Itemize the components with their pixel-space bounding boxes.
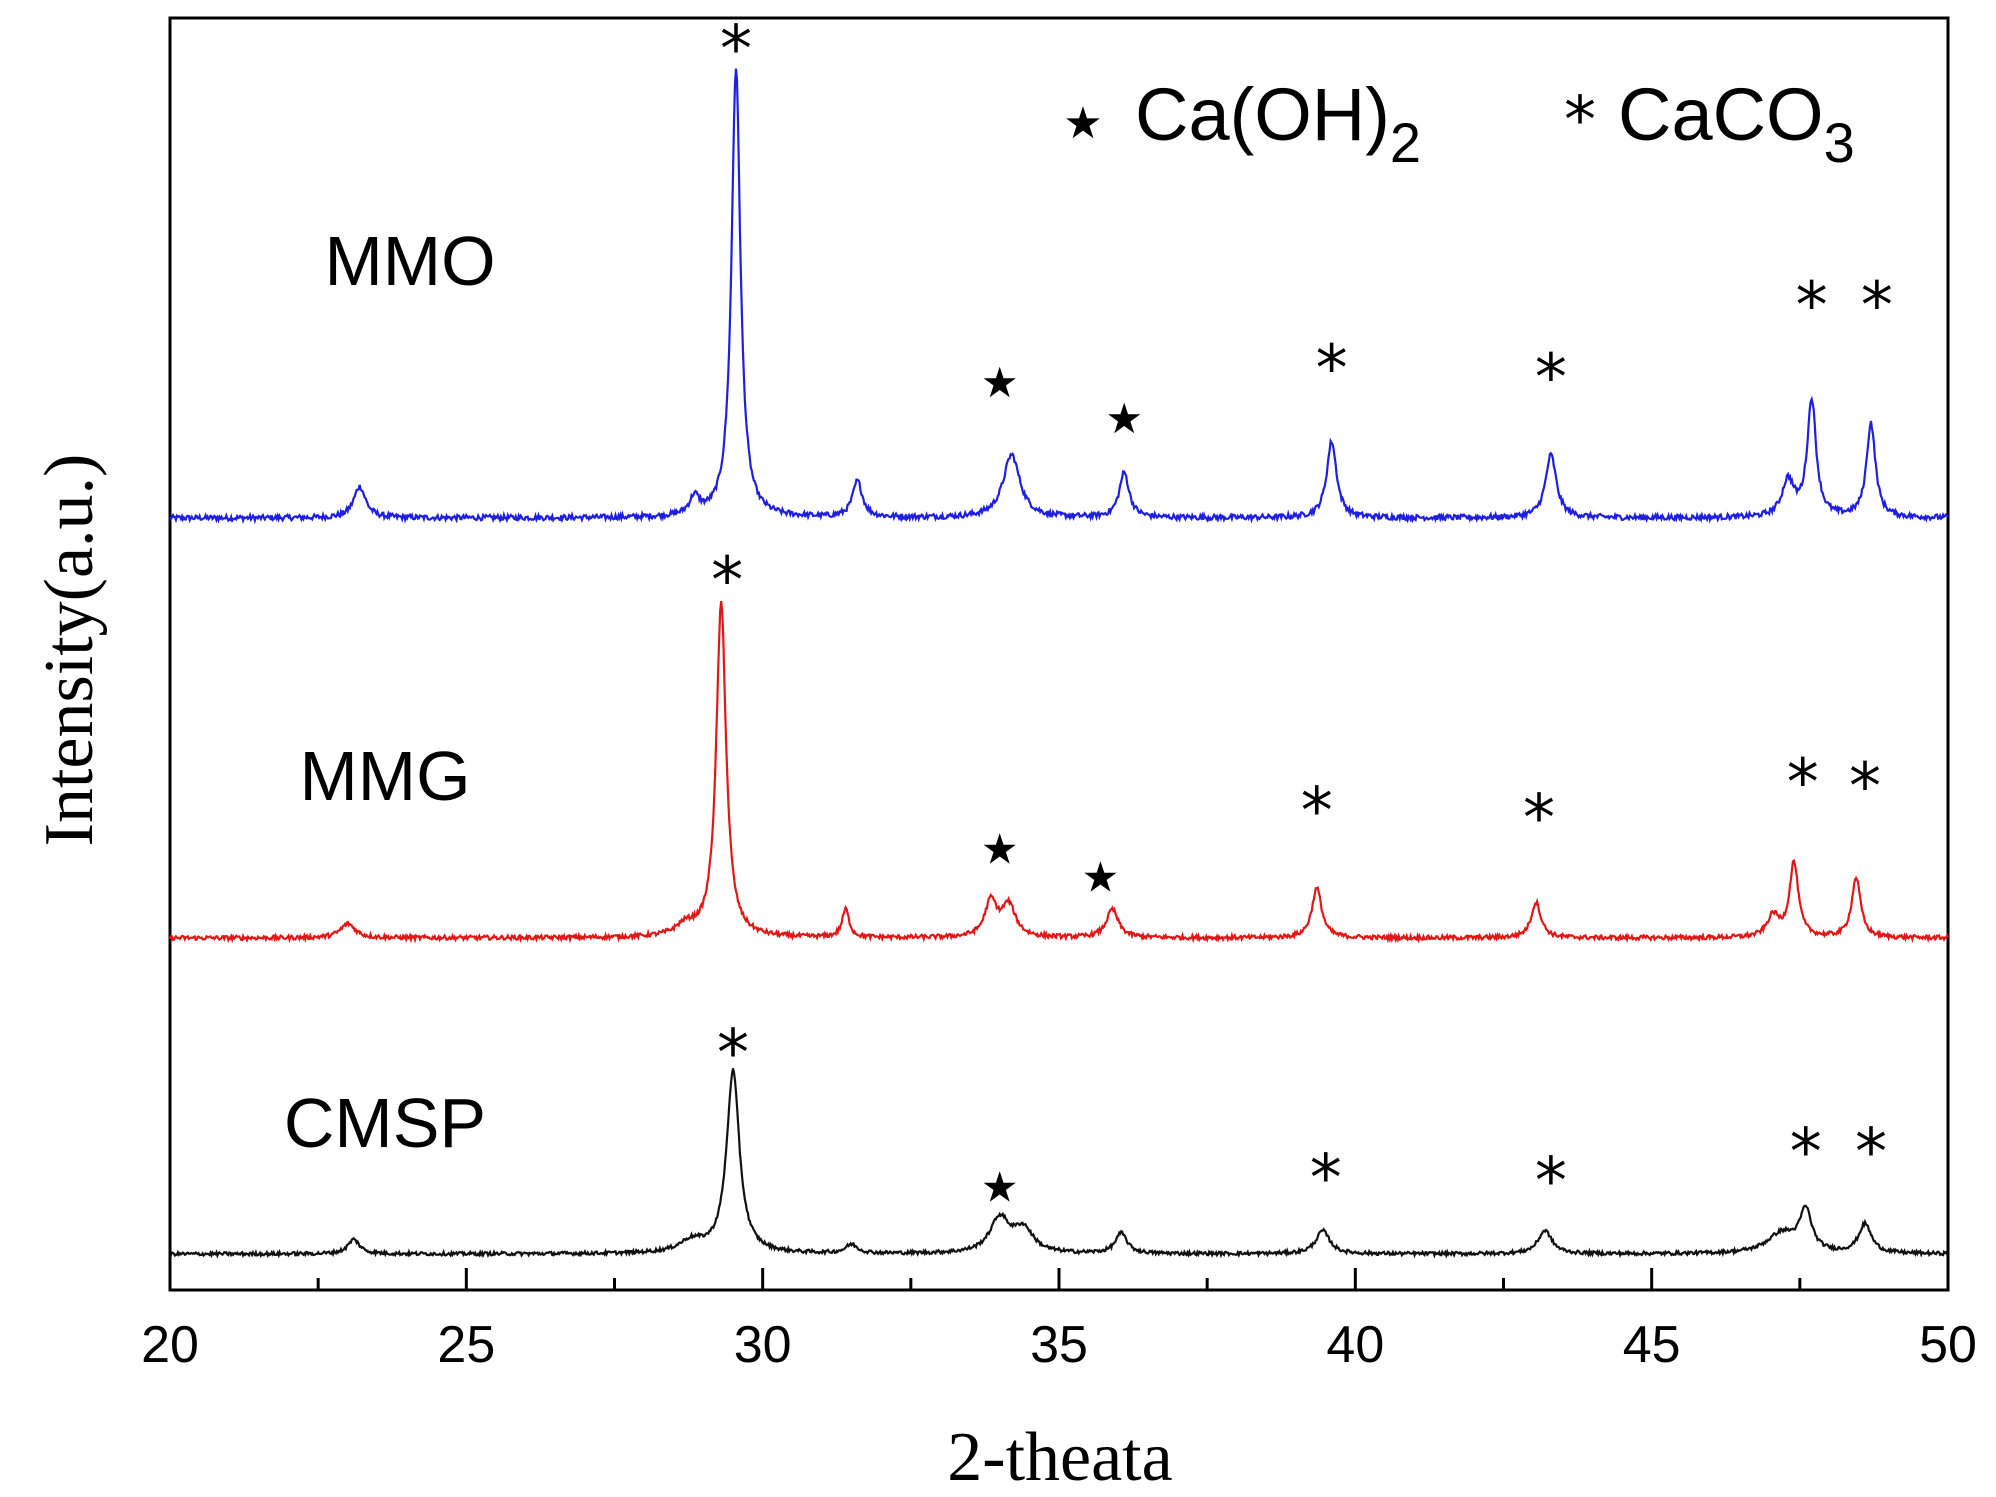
series-label-cmsp: CMSP — [284, 1084, 486, 1162]
caco3-peak-marker: * — [1849, 750, 1881, 824]
caoh2-peak-marker: ★ — [981, 824, 1019, 873]
caco3-peak-marker: * — [1796, 270, 1828, 344]
x-tick-label: 35 — [1030, 1316, 1088, 1374]
caco3-peak-marker: * — [1787, 747, 1819, 821]
caco3-peak-marker: * — [720, 13, 752, 87]
x-tick-label: 20 — [141, 1316, 199, 1374]
series-label-mmo: MMO — [324, 222, 495, 300]
x-tick-label: 30 — [734, 1316, 792, 1374]
caco3-peak-marker: * — [1535, 1145, 1567, 1219]
caoh2-peak-marker: ★ — [1105, 394, 1143, 443]
legend-caco3-label: CaCO3 — [1618, 73, 1855, 174]
caco3-peak-marker: * — [1855, 1116, 1887, 1190]
x-tick-label: 50 — [1919, 1316, 1977, 1374]
caco3-peak-marker: * — [1790, 1116, 1822, 1190]
caco3-peak-marker: * — [1316, 333, 1348, 407]
caco3-peak-marker: * — [1861, 270, 1893, 344]
caco3-peak-marker: * — [1301, 775, 1333, 849]
series-lines — [168, 68, 1949, 1259]
x-tick-label: 25 — [437, 1316, 495, 1374]
caoh2-peak-marker: ★ — [981, 358, 1019, 407]
caco3-peak-marker: * — [1310, 1142, 1342, 1216]
series-line-mmg — [168, 600, 1949, 944]
caoh2-peak-marker: ★ — [1082, 853, 1120, 902]
x-tick-label: 40 — [1326, 1316, 1384, 1374]
series-line-mmo — [169, 68, 1949, 525]
peak-markers: * ★ ★ * * * * * ★ ★ * * * * * ★ * * * * — [711, 13, 1893, 1219]
legend-star-symbol: ★ — [1063, 98, 1102, 149]
legend-caoh2-label: Ca(OH)2 — [1135, 73, 1421, 174]
x-tick-label: 45 — [1623, 1316, 1681, 1374]
series-line-cmsp — [169, 1068, 1949, 1259]
series-labels: MMO MMG CMSP — [284, 222, 496, 1162]
y-axis-title: Intensity(a.u.) — [31, 454, 108, 847]
caco3-peak-marker: * — [1535, 342, 1567, 416]
x-axis-ticks: 20 25 30 35 40 45 50 — [141, 1268, 1977, 1374]
caco3-peak-marker: * — [711, 544, 743, 618]
caco3-peak-marker: * — [717, 1017, 749, 1091]
x-axis-title: 2-theata — [947, 1419, 1172, 1496]
caco3-peak-marker: * — [1523, 782, 1555, 856]
caoh2-peak-marker: ★ — [981, 1162, 1019, 1211]
legend-asterisk-symbol: * — [1564, 84, 1596, 158]
series-label-mmg: MMG — [299, 737, 470, 815]
legend: ★ Ca(OH)2 * CaCO3 — [1063, 73, 1854, 174]
